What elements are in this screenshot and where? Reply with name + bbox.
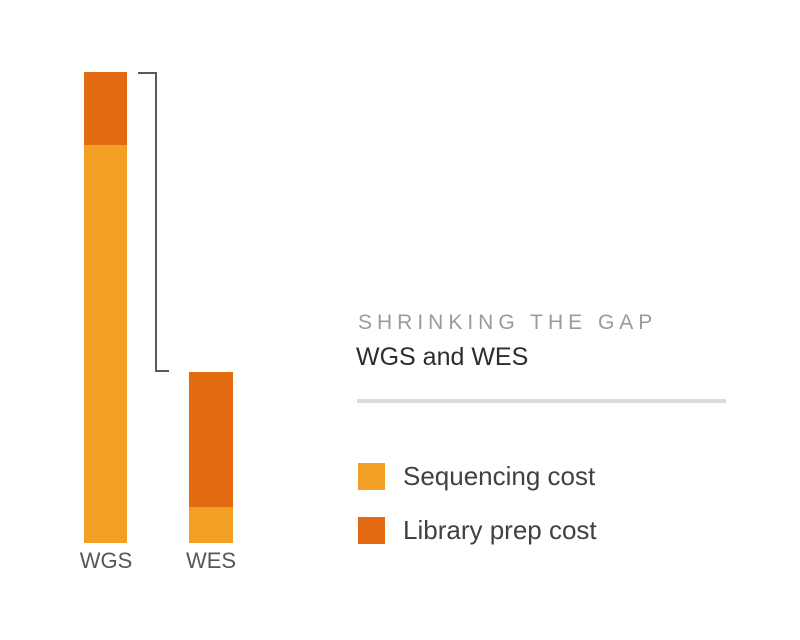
gap-bracket-top-tick — [138, 72, 157, 74]
chart-title: SHRINKING THE GAP — [358, 311, 658, 334]
legend-item-sequencing: Sequencing cost — [358, 462, 595, 490]
bar-wes-library-prep-segment — [189, 372, 233, 507]
bar-wgs-library-prep-segment — [84, 72, 127, 145]
legend-swatch-sequencing — [358, 462, 385, 490]
legend-label-sequencing: Sequencing cost — [403, 461, 596, 491]
gap-bracket-vertical-line — [155, 72, 157, 372]
legend-item-library-prep: Library prep cost — [358, 516, 597, 544]
bar-wes — [189, 372, 233, 543]
bar-wgs — [84, 72, 127, 543]
axis-label-wgs: WGS — [79, 548, 133, 573]
gap-bracket-bottom-tick — [155, 370, 169, 372]
divider-line — [357, 399, 726, 403]
bar-wes-sequencing-segment — [189, 507, 233, 543]
chart-subtitle: WGS and WES — [356, 343, 529, 371]
legend-label-library-prep: Library prep cost — [403, 515, 597, 545]
legend-swatch-library-prep — [358, 516, 385, 544]
bar-wgs-sequencing-segment — [84, 145, 127, 543]
axis-label-wes: WES — [185, 548, 237, 573]
